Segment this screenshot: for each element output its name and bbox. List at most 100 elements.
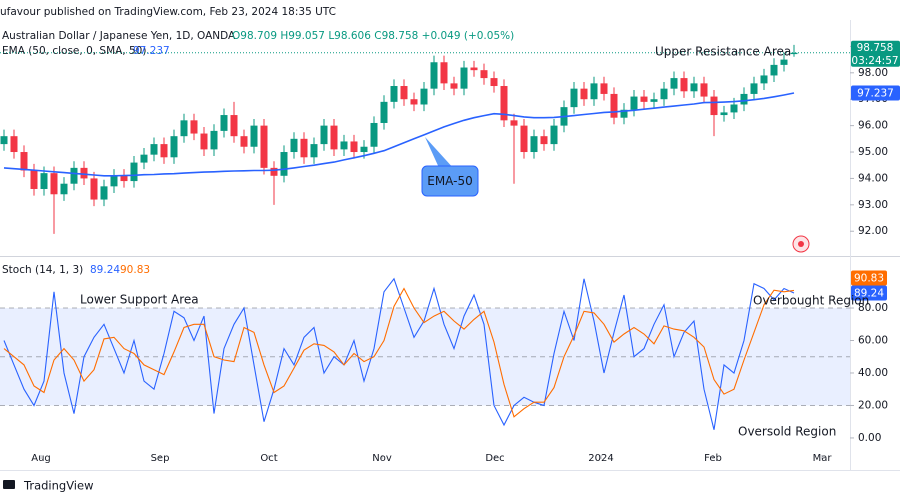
candle-body (320, 125, 328, 145)
annotation: Overbought Region (753, 294, 869, 308)
candle-body (350, 141, 358, 153)
candle-body (730, 104, 738, 113)
candle-body (270, 167, 278, 176)
last-price: 98.758 (857, 42, 894, 54)
x-tick-label: Dec (485, 453, 504, 464)
x-tick-label: Oct (260, 453, 277, 464)
candle-body (420, 88, 428, 105)
candle-body (240, 136, 248, 147)
tv-logo (3, 480, 15, 489)
y-tick-label: 94.00 (858, 172, 888, 184)
y-tick-label: 40.00 (858, 367, 888, 379)
candle-body (520, 125, 528, 153)
candle-body (650, 99, 658, 102)
annotation: EMA-50 (427, 174, 472, 188)
candle-body (190, 120, 198, 134)
ohlc-values: O98.709 H99.057 L98.606 C98.758 +0.049 (… (232, 30, 514, 42)
candle-body (620, 109, 628, 118)
candle-body (710, 96, 718, 116)
candle-body (80, 167, 88, 179)
candle-body (740, 93, 748, 105)
candle-body (260, 125, 268, 168)
ema-tag-bg (851, 85, 900, 101)
ema-tag: 97.237 (857, 87, 894, 99)
stoch-title: Stoch (14, 1, 3) (2, 264, 83, 276)
candle-body (290, 138, 298, 153)
candle-body (90, 178, 98, 200)
y-tick-label: 93.00 (858, 199, 888, 211)
candle-body (790, 52, 798, 55)
x-tick-label: Feb (704, 453, 722, 464)
stoch-line (3, 277, 795, 430)
candle-body (120, 175, 128, 182)
x-tick-label: Nov (372, 453, 392, 464)
candle-body (450, 83, 458, 89)
stoch-d-tag: 90.83 (854, 273, 884, 285)
candle-body (410, 99, 418, 105)
candle-body (460, 67, 468, 89)
candle-body (180, 120, 188, 137)
candle-body (70, 167, 78, 184)
callout-pointer (425, 137, 455, 170)
candle-body (490, 78, 498, 87)
stoch-k-tag-bg (851, 285, 887, 301)
candle-body (660, 88, 668, 100)
candle-body (570, 88, 578, 108)
x-tick-label: Aug (31, 453, 51, 464)
y-tick-label: 20.00 (858, 399, 888, 411)
y-tick-label: 95.00 (858, 146, 888, 158)
ema-line (3, 92, 795, 177)
candle-body (750, 83, 758, 94)
candle-body (160, 144, 168, 158)
candle-body (380, 101, 388, 123)
candle-body (130, 162, 138, 182)
x-tick-label: 2024 (588, 453, 613, 464)
y-tick-label: 92.00 (858, 225, 888, 237)
candle-body (720, 112, 728, 116)
candle-body (530, 136, 538, 153)
candle-body (670, 78, 678, 89)
header: ufavour published on TradingView.com, Fe… (0, 6, 336, 18)
stoch-d-value: 90.83 (120, 264, 150, 276)
candle-body (390, 86, 398, 102)
candle-body (700, 83, 708, 97)
candle-body (690, 83, 698, 92)
candle-body (20, 152, 28, 171)
candle-body (550, 125, 558, 145)
candle-body (580, 88, 588, 100)
annotation: Upper Resistance Area (655, 45, 791, 59)
annotation: Oversold Region (738, 425, 836, 439)
candle-body (540, 136, 548, 145)
candle-body (630, 96, 638, 110)
candle-body (300, 138, 308, 158)
candle-body (150, 144, 158, 155)
x-tick-label: Sep (151, 453, 170, 464)
y-tick-label: 60.00 (858, 335, 888, 347)
candle-body (590, 83, 598, 100)
candle-body (770, 64, 778, 76)
candle-body (250, 125, 258, 147)
y-tick-label: 0.00 (858, 432, 881, 444)
candle-body (640, 96, 648, 102)
candle-body (10, 136, 18, 153)
stoch-line (3, 287, 795, 418)
candle-body (400, 86, 408, 100)
candle-body (0, 136, 8, 145)
candle-body (360, 146, 368, 153)
stoch-k-value: 89.24 (90, 264, 120, 276)
candle-body (110, 175, 118, 187)
candle-body (610, 93, 618, 118)
y-tick-label: 80.00 (858, 302, 888, 314)
y-tick-label: 98.00 (858, 67, 888, 79)
ema-legend: EMA (50, close, 0, SMA, 50) (2, 45, 146, 57)
candle-body (600, 83, 608, 94)
annotation: Lower Support Area (80, 293, 199, 307)
footer: TradingView (23, 479, 93, 493)
candle-body (510, 120, 518, 126)
candle-body (430, 62, 438, 89)
alert-icon[interactable] (792, 235, 810, 253)
candle-body (50, 173, 58, 195)
candle-body (680, 78, 688, 92)
instrument-title: Australian Dollar / Japanese Yen, 1D, OA… (2, 30, 236, 42)
